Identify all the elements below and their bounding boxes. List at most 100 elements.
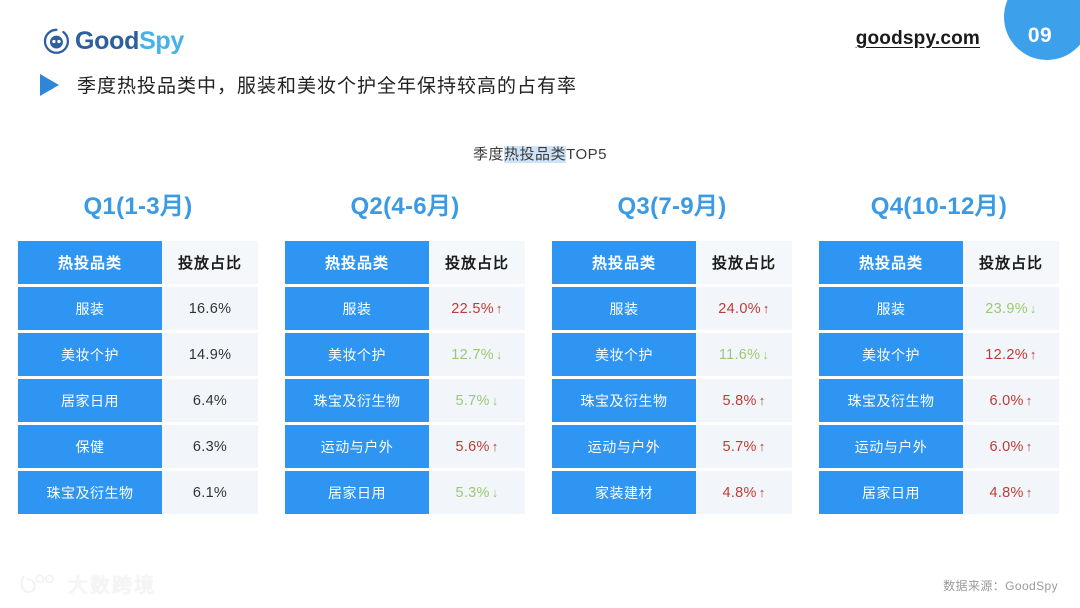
cell-category: 服装 [819,287,963,330]
cell-percentage: 14.9% [162,333,258,376]
cell-percentage: 11.6% ↓ [696,333,792,376]
cell-category: 运动与户外 [819,425,963,468]
cell-category: 运动与户外 [552,425,696,468]
logo-text-good: Good [75,26,140,55]
cell-category: 美妆个护 [18,333,162,376]
quarter-block: Q4(10-12月) 热投品类 投放占比 服装 23.9% ↓ 美妆个护 12.2% ↑ 珠宝及衍… [819,186,1059,517]
percentage-value: 12.7% [451,346,494,363]
percentage-value: 5.8% [722,392,757,409]
column-header-percentage: 投放占比 [696,241,792,284]
arrow-up-icon: ↑ [495,300,503,316]
arrow-up-icon: ↑ [1025,438,1033,454]
cell-percentage: 24.0% ↑ [696,287,792,330]
arrow-up-icon: ↑ [758,484,766,500]
arrow-down-icon: ↓ [762,346,770,362]
cell-category: 服装 [552,287,696,330]
cell-percentage: 5.7% ↓ [429,379,525,422]
table-row: 家装建材 4.8% ↑ [552,471,792,514]
quarter-title: Q4(10-12月) [870,193,1008,220]
table-row: 珠宝及衍生物 6.1% [18,471,258,514]
arrow-up-icon: ↑ [758,438,766,454]
goodspy-logo: GoodSpy [42,27,184,55]
cell-category: 美妆个护 [552,333,696,376]
watermark-text: 大数跨境 [68,575,156,597]
cell-percentage: 16.6% [162,287,258,330]
table-row: 服装 16.6% [18,287,258,330]
quarter-title: Q1(1-3月) [83,193,193,220]
arrow-up-icon: ↑ [491,438,499,454]
percentage-value: 22.5% [451,300,494,317]
table-row: 美妆个护 14.9% [18,333,258,376]
arrow-up-icon: ↑ [1025,484,1033,500]
table-header-row: 热投品类 投放占比 [552,241,792,284]
triangle-bullet-icon [40,73,59,96]
cell-category: 珠宝及衍生物 [552,379,696,422]
percentage-value: 6.0% [989,392,1024,409]
percentage-value: 5.7% [455,392,490,409]
table-row: 珠宝及衍生物 6.0% ↑ [819,379,1059,422]
cell-category: 美妆个护 [819,333,963,376]
percentage-value: 4.8% [989,484,1024,501]
table-header-row: 热投品类 投放占比 [285,241,525,284]
cell-category: 珠宝及衍生物 [819,379,963,422]
table-row: 居家日用 5.3% ↓ [285,471,525,514]
goodspy-wordmark: GoodSpy [75,26,184,55]
table-row: 美妆个护 11.6% ↓ [552,333,792,376]
table-row: 服装 22.5% ↑ [285,287,525,330]
table-row: 居家日用 6.4% [18,379,258,422]
cell-percentage: 5.7% ↑ [696,425,792,468]
table-row: 保健 6.3% [18,425,258,468]
table-row: 运动与户外 6.0% ↑ [819,425,1059,468]
column-header-percentage: 投放占比 [429,241,525,284]
cell-percentage: 6.4% [162,379,258,422]
page-number-label: 09 [1027,24,1053,47]
category-table: 热投品类 投放占比 服装 22.5% ↑ 美妆个护 12.7% ↓ 珠宝及衍生物 5.7% ↓ 运动与… [285,238,525,517]
site-url-link[interactable]: goodspy.com [855,28,980,49]
chart-title-selected-text: 热投品类 [504,146,567,163]
column-header-category: 热投品类 [552,241,696,284]
cell-category: 服装 [285,287,429,330]
percentage-value: 6.4% [192,392,228,409]
arrow-up-icon: ↑ [1029,346,1037,362]
cell-category: 家装建材 [552,471,696,514]
quarter-block: Q3(7-9月) 热投品类 投放占比 服装 24.0% ↑ 美妆个护 11.6% ↓ 珠宝及衍生物… [552,186,792,517]
percentage-value: 16.6% [188,300,232,317]
cell-category: 运动与户外 [285,425,429,468]
quarter-block: Q1(1-3月) 热投品类 投放占比 服装 16.6% 美妆个护 14.9% 居家日用 6.4%… [18,186,258,517]
category-table: 热投品类 投放占比 服装 23.9% ↓ 美妆个护 12.2% ↑ 珠宝及衍生物 6.0% ↑ 运动与… [819,238,1059,517]
cell-percentage: 12.7% ↓ [429,333,525,376]
table-row: 运动与户外 5.6% ↑ [285,425,525,468]
column-header-percentage: 投放占比 [162,241,258,284]
percentage-value: 5.3% [455,484,490,501]
column-header-category: 热投品类 [285,241,429,284]
cell-category: 珠宝及衍生物 [285,379,429,422]
cell-percentage: 5.6% ↑ [429,425,525,468]
cell-percentage: 4.8% ↑ [963,471,1059,514]
arrow-down-icon: ↓ [1029,300,1037,316]
arrow-down-icon: ↓ [491,392,499,408]
percentage-value: 6.3% [192,438,228,455]
chart-title-suffix: TOP5 [566,146,607,163]
arrow-down-icon: ↓ [491,484,499,500]
cell-category: 居家日用 [285,471,429,514]
table-row: 美妆个护 12.7% ↓ [285,333,525,376]
cell-category: 服装 [18,287,162,330]
table-row: 居家日用 4.8% ↑ [819,471,1059,514]
table-row: 珠宝及衍生物 5.8% ↑ [552,379,792,422]
table-row: 服装 24.0% ↑ [552,287,792,330]
percentage-value: 6.0% [989,438,1024,455]
percentage-value: 23.9% [985,300,1028,317]
cell-category: 居家日用 [18,379,162,422]
cell-percentage: 23.9% ↓ [963,287,1059,330]
cell-percentage: 22.5% ↑ [429,287,525,330]
category-table: 热投品类 投放占比 服装 24.0% ↑ 美妆个护 11.6% ↓ 珠宝及衍生物 5.8% ↑ 运动与… [552,238,792,517]
percentage-value: 12.2% [985,346,1028,363]
cell-percentage: 5.8% ↑ [696,379,792,422]
cell-percentage: 12.2% ↑ [963,333,1059,376]
arrow-up-icon: ↑ [1025,392,1033,408]
table-row: 服装 23.9% ↓ [819,287,1059,330]
table-row: 珠宝及衍生物 5.7% ↓ [285,379,525,422]
cell-percentage: 6.1% [162,471,258,514]
table-row: 美妆个护 12.2% ↑ [819,333,1059,376]
arrow-up-icon: ↑ [762,300,770,316]
